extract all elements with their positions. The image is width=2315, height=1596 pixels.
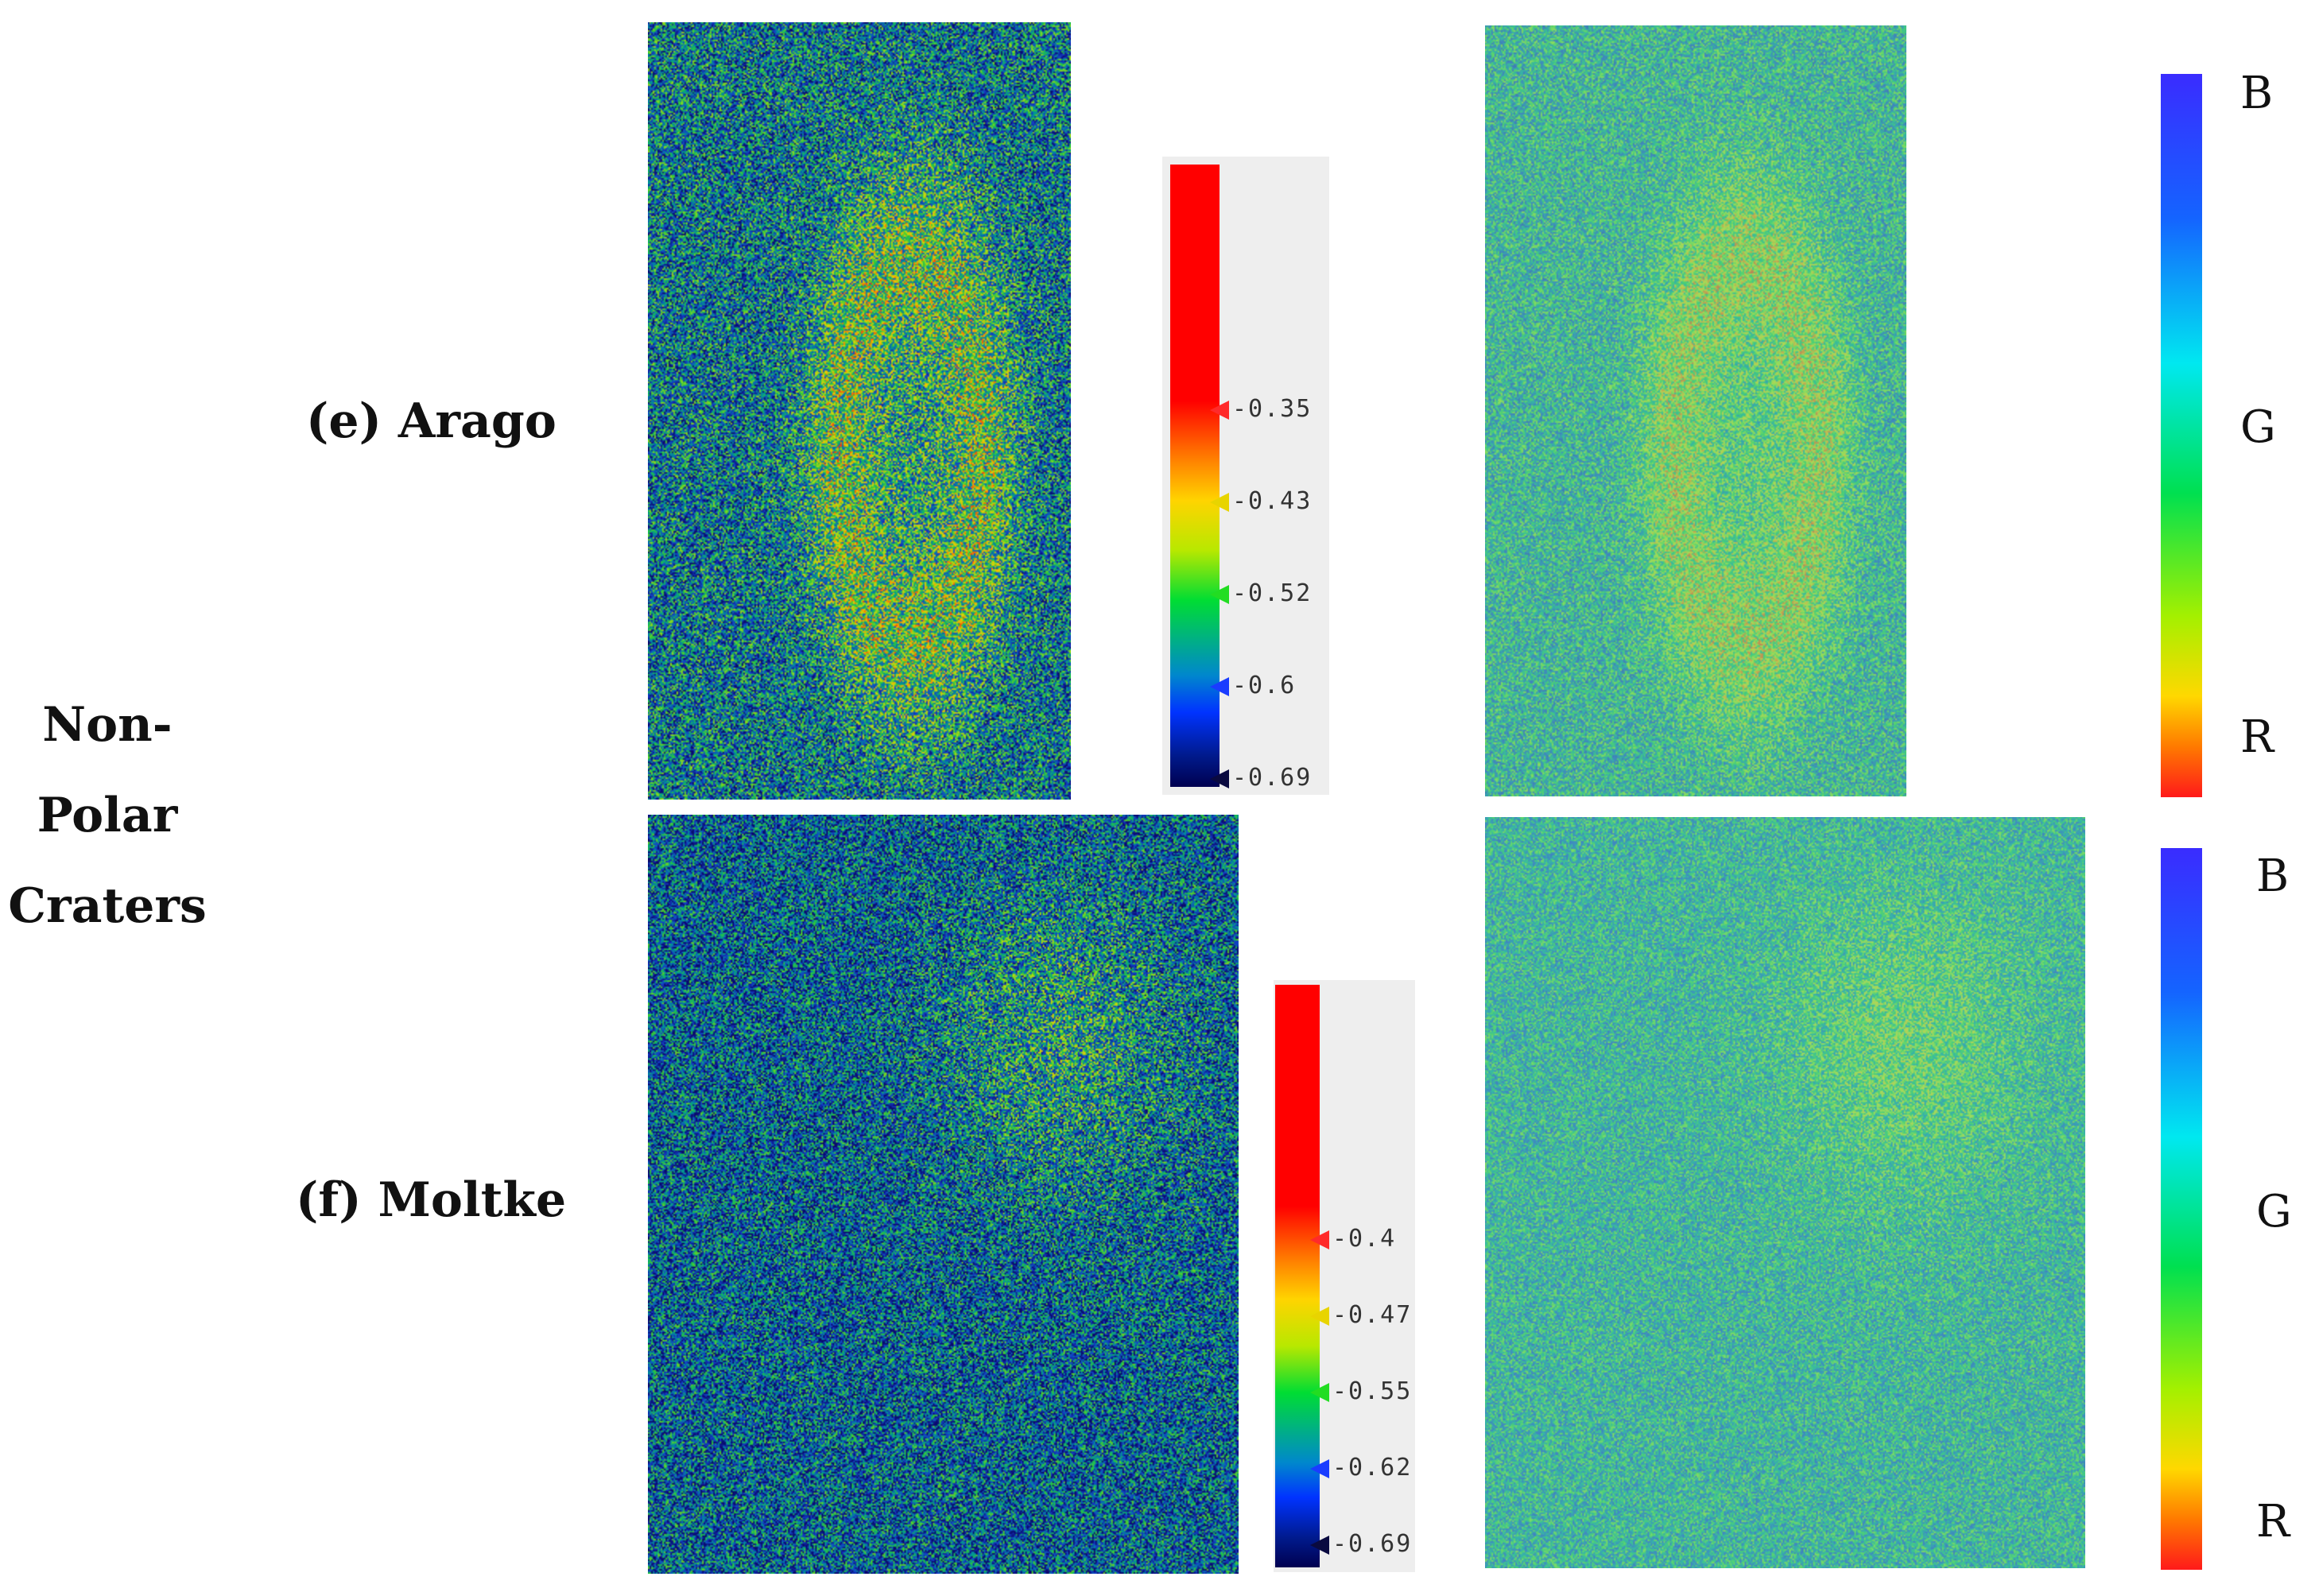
- moltke-colorbar-tick: -0.69: [1310, 1530, 1412, 1558]
- tick-marker-icon: [1310, 1535, 1329, 1555]
- tick-marker-icon: [1210, 584, 1229, 604]
- group-label-line: Non-: [42, 697, 173, 753]
- arago-rgb-legend-r: R: [2240, 711, 2274, 763]
- group-label-line: Craters: [8, 878, 207, 934]
- crater-label-arago: (e) Arago: [306, 393, 556, 449]
- arago-colorbar-tick: -0.6: [1210, 672, 1296, 699]
- group-label-line: Polar: [37, 788, 178, 843]
- tick-marker-icon: [1210, 769, 1229, 788]
- moltke-rgb-legend-r: R: [2256, 1496, 2290, 1548]
- crater-label-moltke: (f) Moltke: [296, 1172, 567, 1228]
- moltke-colorbar-tick: -0.55: [1310, 1377, 1412, 1405]
- moltke-colorbar-tick: -0.62: [1310, 1454, 1412, 1482]
- tick-marker-icon: [1310, 1382, 1329, 1402]
- arago-colorbar-tick: -0.69: [1210, 764, 1312, 792]
- moltke-rgb-map: [1485, 817, 2085, 1568]
- tick-marker-icon: [1310, 1458, 1329, 1478]
- tick-marker-icon: [1210, 676, 1229, 696]
- arago-colorbar-tick: -0.35: [1210, 395, 1312, 423]
- moltke-colorbar-tick: -0.47: [1310, 1301, 1412, 1329]
- tick-marker-icon: [1310, 1306, 1329, 1326]
- moltke-index-map: [648, 815, 1239, 1574]
- arago-rgb-legend-bar: [2161, 74, 2202, 797]
- tick-marker-icon: [1310, 1230, 1329, 1249]
- arago-index-map: [648, 22, 1071, 800]
- arago-rgb-legend-g: G: [2240, 401, 2276, 453]
- moltke-rgb-legend-bar: [2161, 848, 2202, 1570]
- moltke-rgb-legend-g: G: [2256, 1186, 2292, 1238]
- group-label: Non- Polar Craters: [0, 680, 215, 951]
- arago-colorbar: -0.35 -0.43 -0.52 -0.6 -0.69: [1162, 157, 1329, 795]
- arago-colorbar-tick: -0.52: [1210, 579, 1312, 607]
- moltke-colorbar: -0.4 -0.47 -0.55 -0.62 -0.69: [1274, 980, 1415, 1572]
- arago-colorbar-tick: -0.43: [1210, 487, 1312, 515]
- arago-rgb-map: [1485, 25, 1906, 796]
- moltke-rgb-legend-b: B: [2256, 850, 2290, 902]
- moltke-colorbar-tick: -0.4: [1310, 1225, 1396, 1253]
- arago-rgb-legend-b: B: [2240, 68, 2274, 119]
- tick-marker-icon: [1210, 400, 1229, 420]
- tick-marker-icon: [1210, 492, 1229, 512]
